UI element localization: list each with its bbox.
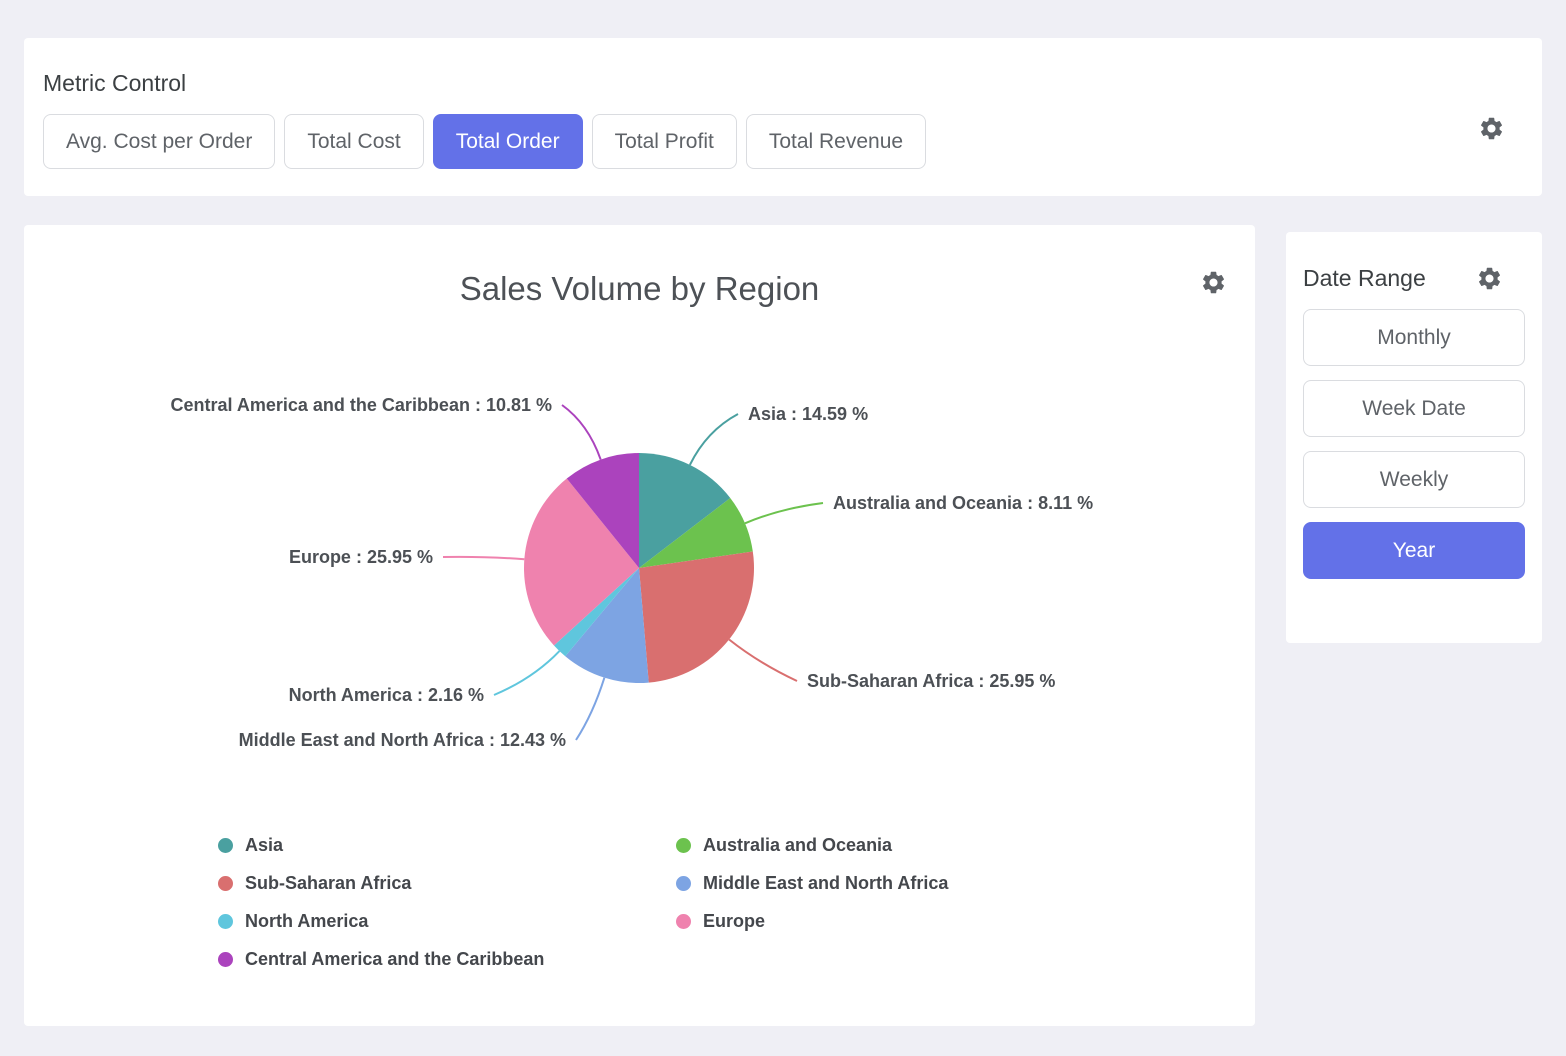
date-range-header: Date Range [1303,232,1525,292]
chart-settings-gear-icon[interactable] [1200,269,1227,296]
metric-button-total-cost[interactable]: Total Cost [284,114,423,169]
legend-label: Asia [245,835,283,856]
legend-dot-icon [676,876,691,891]
legend-item-1[interactable]: Australia and Oceania [676,826,1255,864]
date-range-panel: Date Range Monthly Week Date Weekly Year [1286,232,1542,643]
legend-item-5[interactable]: Europe [676,902,1255,940]
metric-button-total-revenue[interactable]: Total Revenue [746,114,926,169]
legend-dot-icon [218,914,233,929]
pie-chart: Asia : 14.59 % Australia and Oceania : 8.… [24,338,1255,818]
pie-label-line-3 [576,678,604,740]
pie-label-line-4 [494,651,559,695]
metric-button-total-profit[interactable]: Total Profit [592,114,737,169]
legend-item-0[interactable]: Asia [218,826,676,864]
pie-slice-2[interactable] [639,551,754,682]
pie-label-0: Asia : 14.59 % [748,404,868,424]
pie-label-5: Europe : 25.95 % [289,547,433,567]
legend-label: Europe [703,911,765,932]
pie-label-line-1 [745,503,823,523]
legend-dot-icon [676,838,691,853]
legend-item-4[interactable]: North America [218,902,676,940]
metric-control-panel: Metric Control Avg. Cost per Order Total… [24,38,1542,196]
metric-control-title: Metric Control [43,38,1523,97]
chart-title: Sales Volume by Region [460,270,820,307]
pie-label-line-5 [443,557,524,559]
legend-dot-icon [676,914,691,929]
pie-label-2: Sub-Saharan Africa : 25.95 % [807,671,1055,691]
date-range-settings-gear-icon[interactable] [1476,265,1503,292]
chart-legend: Asia Australia and Oceania Sub-Saharan Afr… [218,826,1255,978]
settings-gear-icon[interactable] [1478,115,1505,142]
pie-label-6: Central America and the Caribbean : 10.8… [171,395,552,415]
date-button-monthly[interactable]: Monthly [1303,309,1525,366]
pie-label-line-2 [729,639,797,681]
legend-item-2[interactable]: Sub-Saharan Africa [218,864,676,902]
date-range-buttons: Monthly Week Date Weekly Year [1303,309,1525,579]
sales-volume-chart-panel: Sales Volume by Region Asia : 14.59 % Aus… [24,225,1255,1026]
legend-dot-icon [218,876,233,891]
pie-label-3: Middle East and North Africa : 12.43 % [239,730,566,750]
legend-item-6[interactable]: Central America and the Caribbean [218,940,676,978]
legend-dot-icon [218,838,233,853]
legend-label: Sub-Saharan Africa [245,873,411,894]
legend-item-3[interactable]: Middle East and North Africa [676,864,1255,902]
legend-label: Australia and Oceania [703,835,892,856]
pie-label-line-6 [562,405,601,460]
date-range-title: Date Range [1303,265,1426,292]
date-button-week-date[interactable]: Week Date [1303,380,1525,437]
legend-label: Middle East and North Africa [703,873,948,894]
chart-header: Sales Volume by Region [24,225,1255,308]
legend-label: Central America and the Caribbean [245,949,544,970]
metric-button-total-order[interactable]: Total Order [433,114,583,169]
metric-button-row: Avg. Cost per Order Total Cost Total Ord… [43,114,1523,169]
date-button-year[interactable]: Year [1303,522,1525,579]
date-button-weekly[interactable]: Weekly [1303,451,1525,508]
legend-dot-icon [218,952,233,967]
legend-label: North America [245,911,368,932]
pie-label-1: Australia and Oceania : 8.11 % [833,493,1093,513]
pie-label-line-0 [690,414,738,465]
pie-label-4: North America : 2.16 % [289,685,484,705]
metric-button-avg-cost-per-order[interactable]: Avg. Cost per Order [43,114,275,169]
